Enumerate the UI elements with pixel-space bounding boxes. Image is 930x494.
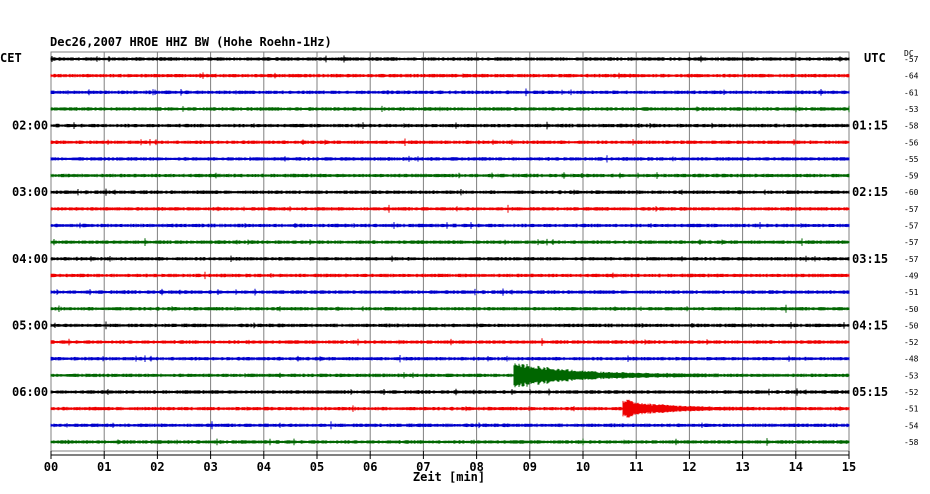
- dc-value: -57: [904, 205, 919, 214]
- right-hour-label: 02:15: [852, 185, 888, 199]
- dc-label: DC: [904, 49, 914, 58]
- dc-value: -49: [904, 271, 919, 280]
- left-timezone-label: CET: [0, 51, 22, 65]
- dc-value: -57: [904, 222, 919, 231]
- dc-value: -58: [904, 122, 919, 131]
- x-tick-label: 02: [150, 460, 164, 474]
- dc-value: -51: [904, 288, 919, 297]
- dc-value: -52: [904, 338, 919, 347]
- x-tick-label: 15: [842, 460, 856, 474]
- x-tick-label: 06: [363, 460, 377, 474]
- x-tick-label: 10: [576, 460, 590, 474]
- x-tick-label: 05: [310, 460, 324, 474]
- dc-value: -60: [904, 188, 919, 197]
- dc-value: -50: [904, 321, 919, 330]
- right-hour-label: 04:15: [852, 318, 888, 332]
- left-hour-label: 04:00: [12, 252, 48, 266]
- left-hour-label: 06:00: [12, 385, 48, 399]
- dc-value: -64: [904, 72, 919, 81]
- dc-value: -56: [904, 138, 919, 147]
- x-tick-label: 12: [682, 460, 696, 474]
- trace-layer: [50, 55, 850, 446]
- x-tick-label: 00: [44, 460, 58, 474]
- dc-value: -53: [904, 371, 919, 380]
- grid-layer: [50, 51, 850, 459]
- dc-value: -55: [904, 155, 919, 164]
- dc-value: -53: [904, 105, 919, 114]
- right-hour-label: 01:15: [852, 119, 888, 133]
- x-axis-label: Zeit [min]: [413, 470, 485, 484]
- right-timezone-label: UTC: [864, 51, 886, 65]
- dc-value: -48: [904, 355, 919, 364]
- dc-value: -57: [904, 255, 919, 264]
- left-hour-label: 03:00: [12, 185, 48, 199]
- x-tick-label: 08: [469, 460, 483, 474]
- right-hour-label: 05:15: [852, 385, 888, 399]
- left-hour-label: 05:00: [12, 318, 48, 332]
- dc-value: -59: [904, 172, 919, 181]
- x-tick-label: 03: [203, 460, 217, 474]
- dc-value: -57: [904, 55, 919, 64]
- dc-value: -58: [904, 438, 919, 447]
- dc-value: -50: [904, 305, 919, 314]
- dc-value: -51: [904, 405, 919, 414]
- dc-value: -54: [904, 421, 919, 430]
- dc-value: -57: [904, 238, 919, 247]
- chart-title: Dec26,2007 HROE HHZ BW (Hohe Roehn-1Hz): [50, 35, 332, 49]
- dc-value: -52: [904, 388, 919, 397]
- x-tick-label: 01: [97, 460, 111, 474]
- left-hour-label: 02:00: [12, 119, 48, 133]
- plot-frame: [50, 51, 850, 452]
- label-layer: 00 01 02 03 04 05 06 07 08 09 10 11 12 13 14 15 -57 -64 -6…: [12, 55, 919, 474]
- dc-value: -61: [904, 88, 919, 97]
- x-tick-label: 11: [629, 460, 643, 474]
- x-tick-label: 09: [523, 460, 537, 474]
- x-tick-label: 07: [416, 460, 430, 474]
- x-tick-label: 14: [789, 460, 803, 474]
- x-tick-label: 13: [735, 460, 749, 474]
- x-tick-label: 04: [257, 460, 271, 474]
- right-hour-label: 03:15: [852, 252, 888, 266]
